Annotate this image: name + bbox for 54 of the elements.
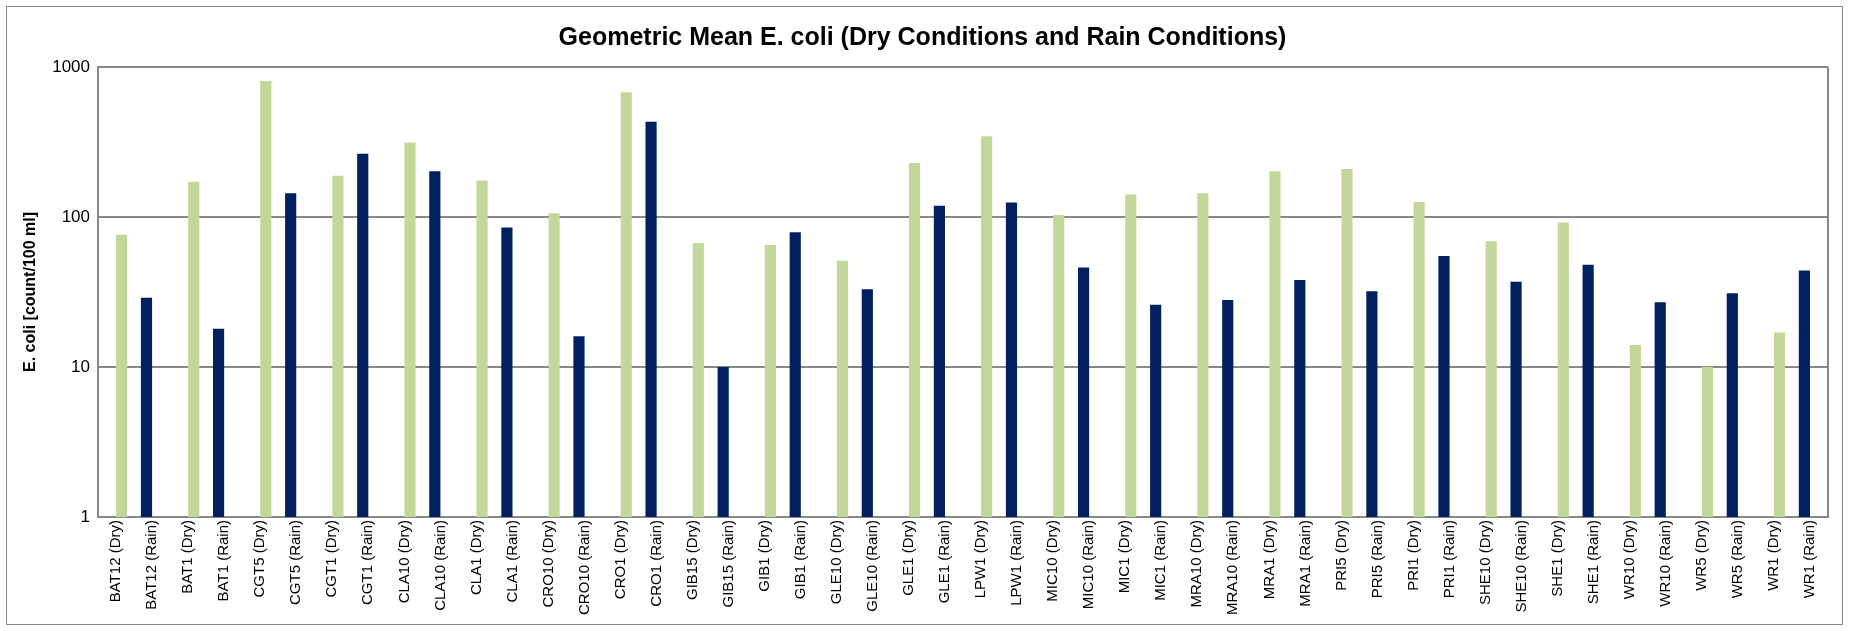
x-tick-label: PRI5 (Dry)	[1331, 519, 1349, 591]
x-tick-label: CGT1 (Dry)	[322, 519, 340, 598]
x-tick-label: SHE10 (Dry)	[1475, 519, 1493, 605]
x-tick-label: MIC1 (Dry)	[1115, 519, 1133, 594]
x-tick-label: WR1 (Dry)	[1764, 519, 1782, 591]
x-tick-label: BAT12 (Dry)	[106, 519, 124, 603]
x-tick-label: MIC10 (Rain)	[1079, 519, 1097, 610]
x-tick-label: MRA1 (Rain)	[1295, 519, 1313, 607]
x-tick-label: MRA10 (Dry)	[1187, 519, 1205, 608]
x-tick-label: WR5 (Rain)	[1728, 519, 1746, 599]
x-tick-label: SHE1 (Rain)	[1583, 519, 1601, 605]
x-tick-label: BAT1 (Rain)	[214, 519, 232, 602]
y-tick-label: 10	[71, 356, 91, 376]
x-tick-label: MRA1 (Dry)	[1259, 519, 1277, 600]
x-tick-label: GLE10 (Rain)	[863, 519, 881, 612]
x-tick-label: GIB1 (Rain)	[790, 519, 808, 600]
x-tick-label: WR1 (Rain)	[1800, 519, 1818, 599]
x-tick-label: MIC10 (Dry)	[1043, 519, 1061, 602]
y-axis-title: E. coli [count/100 ml]	[21, 211, 39, 372]
x-tick-label: GIB15 (Dry)	[682, 519, 700, 600]
x-tick-label: PRI5 (Rain)	[1367, 519, 1385, 599]
x-tick-label: SHE10 (Rain)	[1511, 519, 1529, 613]
x-tick-label: BAT1 (Dry)	[178, 519, 196, 594]
x-tick-label: CLA10 (Dry)	[394, 519, 412, 604]
x-tick-label: GLE1 (Rain)	[935, 519, 953, 604]
x-tick-label: CLA1 (Rain)	[502, 519, 520, 603]
x-tick-label: PRI1 (Rain)	[1439, 519, 1457, 599]
x-tick-label: CRO10 (Dry)	[538, 519, 556, 608]
y-tick-label: 100	[61, 206, 91, 226]
x-tick-label: CLA1 (Dry)	[466, 519, 484, 595]
x-tick-label: BAT12 (Rain)	[142, 519, 160, 610]
x-tick-label: CGT5 (Rain)	[286, 519, 304, 605]
x-tick-label: LPW1 (Rain)	[1007, 519, 1025, 606]
x-tick-label: CGT1 (Rain)	[358, 519, 376, 605]
x-tick-label: CGT5 (Dry)	[250, 519, 268, 598]
x-tick-label: MRA10 (Rain)	[1223, 519, 1241, 616]
x-tick-label: GLE10 (Dry)	[827, 519, 845, 605]
x-tick-label: GLE1 (Dry)	[899, 519, 917, 596]
x-tick-label: CRO10 (Rain)	[574, 519, 592, 616]
x-tick-label: LPW1 (Dry)	[971, 519, 989, 599]
x-tick-label: WR5 (Dry)	[1692, 519, 1709, 591]
x-tick-label: MIC1 (Rain)	[1151, 519, 1169, 601]
x-tick-label: WR10 (Dry)	[1619, 519, 1637, 600]
x-tick-label: CLA10 (Rain)	[430, 519, 448, 611]
x-tick-label: GIB15 (Rain)	[718, 519, 736, 608]
x-tick-label: GIB1 (Dry)	[754, 519, 772, 592]
x-tick-label: SHE1 (Dry)	[1547, 519, 1565, 597]
x-tick-label: CRO1 (Dry)	[610, 519, 628, 600]
x-tick-label: CRO1 (Rain)	[646, 519, 664, 607]
x-tick-label: WR10 (Rain)	[1655, 519, 1673, 607]
x-tick-label: PRI1 (Dry)	[1403, 519, 1421, 591]
chart-title: Geometric Mean E. coli (Dry Conditions and Rain Conditions)	[558, 21, 1287, 50]
y-tick-label: 1	[80, 506, 91, 526]
y-tick-label: 1000	[52, 56, 91, 76]
